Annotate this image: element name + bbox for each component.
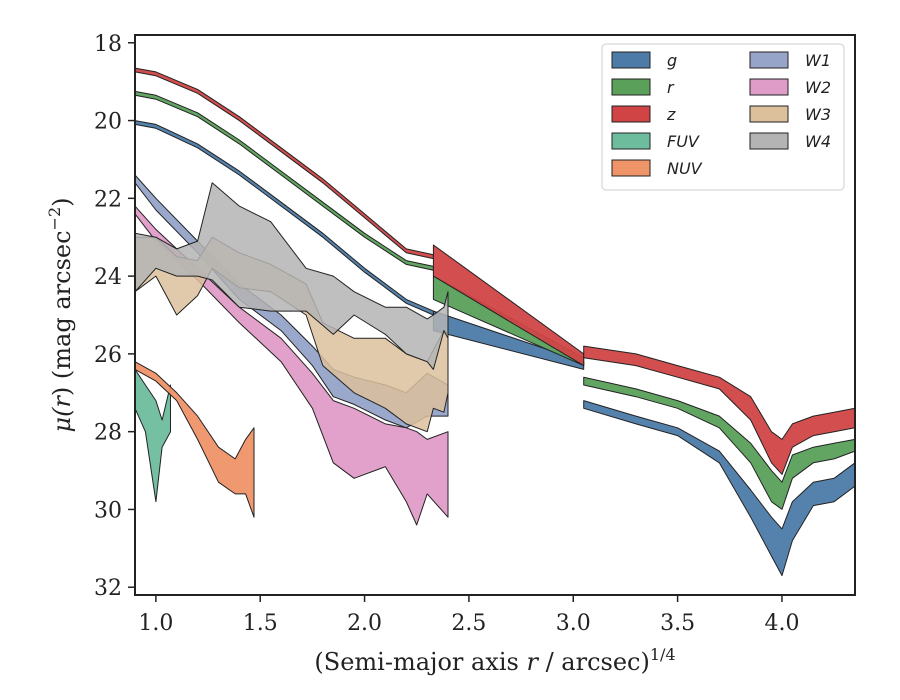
- legend-swatch: [749, 105, 789, 123]
- legend-item-z: z: [611, 105, 676, 124]
- y-tick-label: 30: [94, 498, 122, 523]
- y-tick-label: 26: [94, 343, 122, 368]
- x-tick-label: 2.0: [347, 611, 382, 636]
- band-nuv-0: [134, 361, 255, 518]
- band-w4-0: [134, 182, 449, 370]
- series-fuv: [134, 368, 171, 503]
- band-fuv-0: [134, 368, 171, 503]
- y-tick-label: 32: [94, 576, 122, 601]
- y-tick-label: 20: [94, 110, 122, 135]
- legend-label: FUV: [667, 132, 700, 151]
- legend-label: z: [666, 105, 676, 124]
- legend-swatch: [611, 159, 651, 177]
- legend-swatch: [611, 51, 651, 69]
- x-axis-label: (Semi-major axis r / arcsec)1/4: [314, 645, 675, 676]
- y-axis-label: μ(r) (mag arcsec−2): [45, 197, 76, 432]
- band-w2-0: [134, 205, 449, 526]
- series-layer: [134, 67, 856, 577]
- legend-item-r: r: [611, 78, 675, 97]
- x-tick-label: 3.5: [660, 611, 695, 636]
- x-tick-label: 4.0: [764, 611, 799, 636]
- legend-item-w3: W3: [749, 105, 831, 124]
- x-tick-label: 1.5: [243, 611, 278, 636]
- legend: grz FUV NUV W1 W2 W3 W4: [601, 43, 845, 191]
- legend-swatch: [749, 132, 789, 150]
- legend-swatch: [749, 78, 789, 96]
- legend-swatch: [611, 132, 651, 150]
- ticks-layer: 1.0 1.5 2.0 2.5 3.0 3.5 4.0 18 20 22 24 26 28 30 32: [94, 32, 799, 636]
- plot-frame: [134, 34, 856, 596]
- x-tick-label: 2.5: [451, 611, 486, 636]
- series-w2: [134, 205, 449, 526]
- y-tick-label: 24: [94, 265, 122, 290]
- series-z: [134, 67, 856, 475]
- legend-label: r: [667, 78, 675, 97]
- legend-swatch: [749, 51, 789, 69]
- legend-item-w4: W4: [749, 132, 831, 151]
- legend-label: W4: [805, 132, 831, 151]
- legend-label: W2: [805, 78, 831, 97]
- legend-item-w1: W1: [749, 51, 831, 70]
- legend-label: W3: [805, 105, 831, 124]
- legend-item-nuv: NUV: [611, 159, 703, 178]
- y-tick-label: 28: [94, 421, 122, 446]
- y-tick-label: 22: [94, 187, 122, 212]
- legend-item-w2: W2: [749, 78, 831, 97]
- legend-label: g: [667, 51, 677, 70]
- legend-label: NUV: [667, 159, 703, 178]
- series-w4: [134, 182, 449, 370]
- legend-label: W1: [805, 51, 831, 70]
- series-nuv: [134, 361, 255, 518]
- legend-item-fuv: FUV: [611, 132, 700, 151]
- x-tick-label: 1.0: [138, 611, 173, 636]
- band-z-1: [432, 244, 585, 367]
- x-tick-label: 3.0: [556, 611, 591, 636]
- legend-swatch: [611, 78, 651, 96]
- legend-item-g: g: [611, 51, 677, 70]
- legend-swatch: [611, 105, 651, 123]
- legend-items: grz FUV NUV W1 W2 W3 W4: [611, 51, 831, 178]
- y-tick-label: 18: [94, 32, 122, 57]
